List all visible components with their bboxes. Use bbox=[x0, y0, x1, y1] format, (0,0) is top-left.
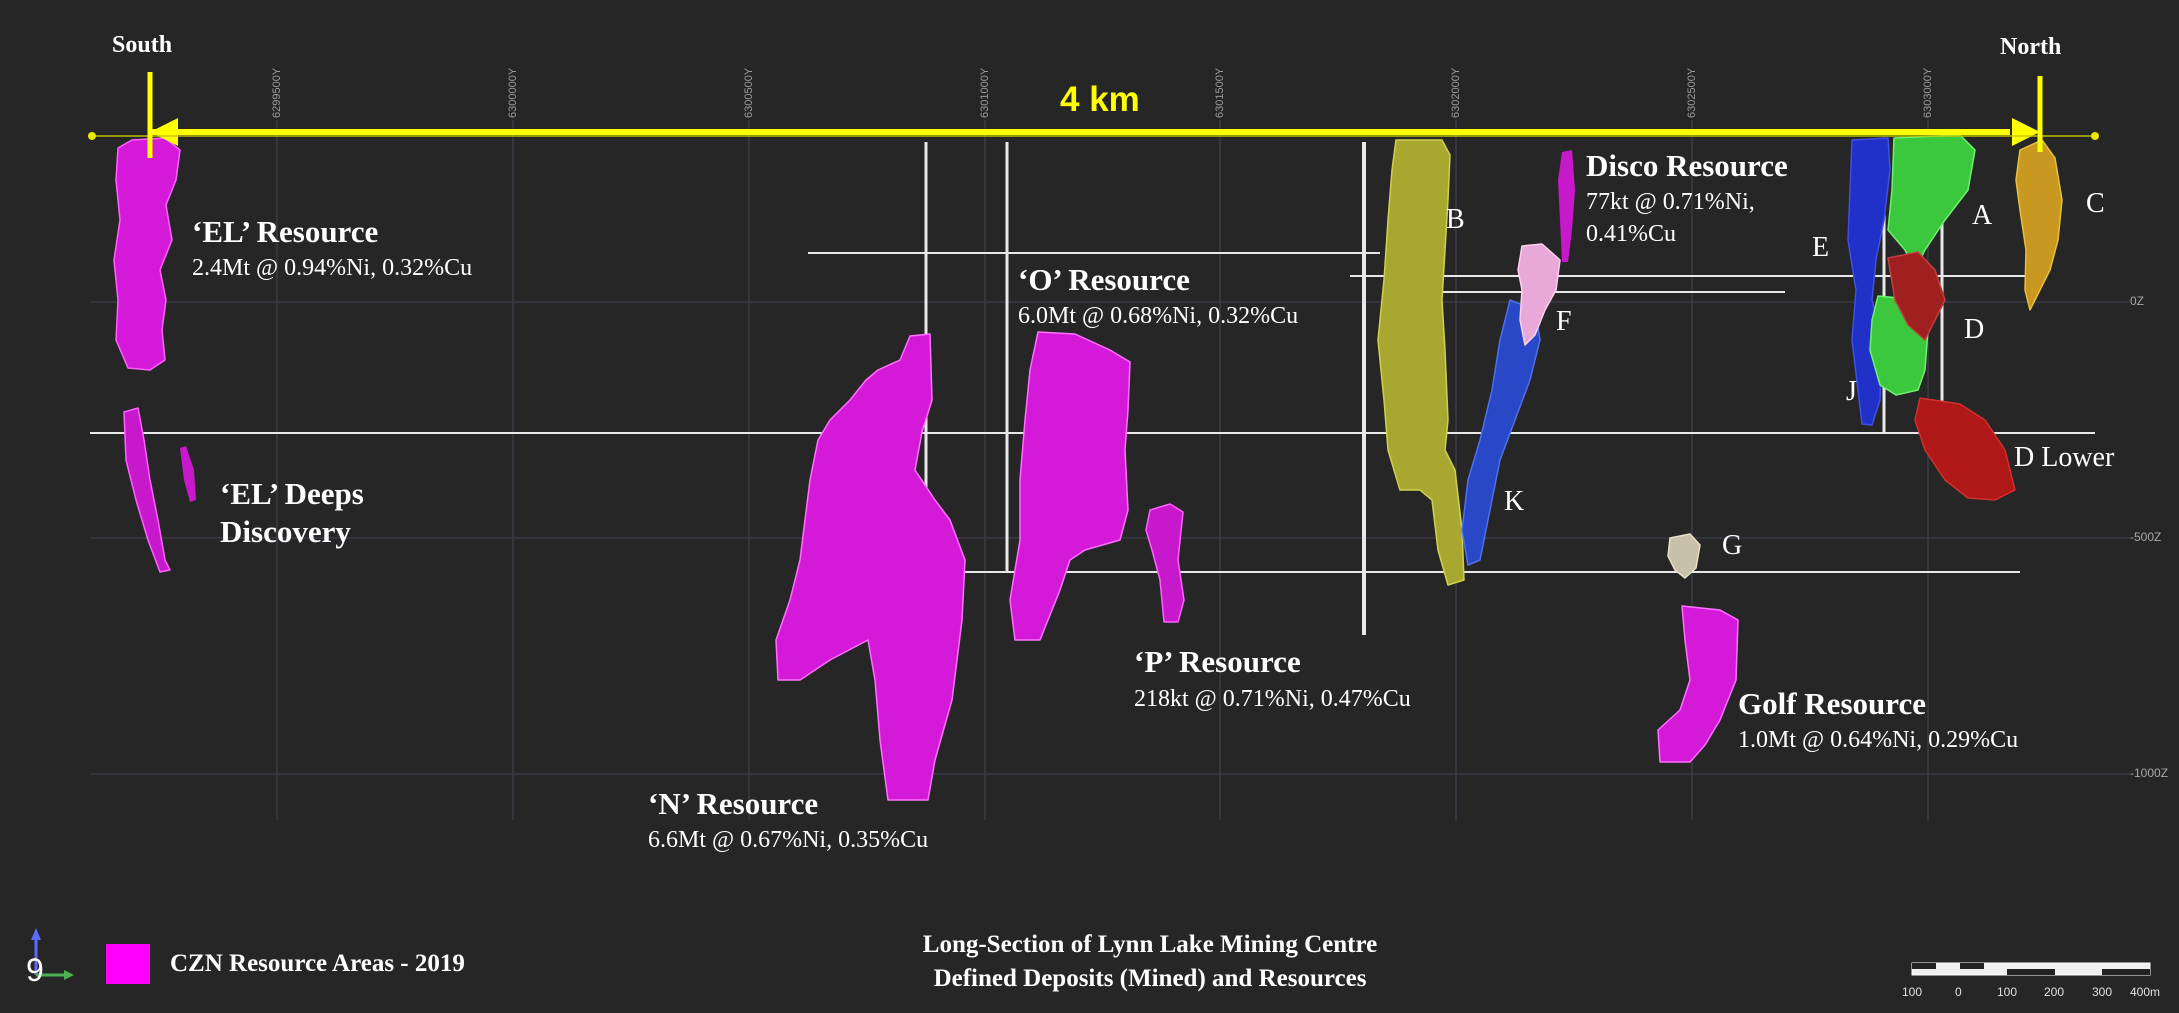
deposit-label-a: A bbox=[1972, 200, 1993, 231]
deposit-label-j: J bbox=[1846, 376, 1857, 407]
northing-tick: 6303000Y bbox=[1922, 67, 1934, 118]
scale-tick: 300 bbox=[2092, 985, 2113, 999]
o-resource-body bbox=[1009, 331, 1131, 641]
d-lower-deposit-body bbox=[1914, 397, 2016, 501]
figure-title: Long-Section of Lynn Lake Mining Centre … bbox=[850, 928, 1450, 996]
scale-tick: 200 bbox=[2044, 985, 2065, 999]
northing-tick: 6299500Y bbox=[271, 67, 283, 118]
deposit-label-d-lower: D Lower bbox=[2014, 442, 2115, 473]
n-resource-title: ‘N’ Resource bbox=[648, 786, 819, 821]
el-resource-body bbox=[113, 137, 181, 371]
disco-resource-grade-1: 77kt @ 0.71%Ni, bbox=[1586, 189, 1755, 215]
el-deeps-body bbox=[123, 407, 171, 573]
distance-arrow bbox=[88, 72, 2099, 158]
f-deposit-body bbox=[1517, 243, 1561, 346]
b-deposit-body bbox=[1377, 139, 1465, 586]
golf-resource-title: Golf Resource bbox=[1738, 686, 1926, 721]
legend-swatch bbox=[106, 944, 150, 984]
o-resource-grade: 6.0Mt @ 0.68%Ni, 0.32%Cu bbox=[1018, 303, 1299, 329]
deposit-label-f: F bbox=[1556, 306, 1572, 337]
d-deposit-body bbox=[1887, 251, 1946, 341]
el-resource-title: ‘EL’ Resource bbox=[192, 214, 379, 249]
p-resource-grade: 218kt @ 0.71%Ni, 0.47%Cu bbox=[1134, 686, 1411, 712]
northing-tick: 6301500Y bbox=[1214, 67, 1226, 118]
axis-orientation-icon bbox=[31, 928, 74, 980]
k-deposit-body bbox=[1461, 299, 1541, 566]
deposit-label-e: E bbox=[1812, 232, 1830, 263]
south-label: South bbox=[112, 32, 173, 58]
el-deeps-body-small bbox=[180, 446, 196, 502]
elevation-tick: -500Z bbox=[2130, 530, 2162, 544]
el-deeps-title-1: ‘EL’ Deeps bbox=[220, 476, 364, 511]
deposit-label-c: C bbox=[2086, 188, 2105, 219]
deposit-label-b: B bbox=[1446, 204, 1465, 235]
northing-tick: 6300000Y bbox=[507, 67, 519, 118]
g-deposit-body bbox=[1667, 533, 1701, 579]
northing-tick: 6302000Y bbox=[1450, 67, 1462, 118]
figure-title-line-1: Long-Section of Lynn Lake Mining Centre bbox=[922, 931, 1378, 958]
n-resource-body bbox=[775, 333, 966, 801]
scale-tick: 100 bbox=[1902, 985, 1923, 999]
northing-tick: 6301000Y bbox=[979, 67, 991, 118]
deposit-label-k: K bbox=[1504, 486, 1525, 517]
legend-label: CZN Resource Areas - 2019 bbox=[170, 950, 465, 977]
c-deposit-body bbox=[2015, 139, 2063, 311]
disco-resource-title: Disco Resource bbox=[1586, 148, 1788, 183]
deposit-label-d: D bbox=[1964, 314, 1985, 345]
figure-title-line-2: Defined Deposits (Mined) and Resources bbox=[933, 965, 1367, 992]
golf-resource-body bbox=[1657, 605, 1739, 763]
el-deeps-title-2: Discovery bbox=[220, 514, 351, 549]
o-resource-title: ‘O’ Resource bbox=[1018, 262, 1190, 297]
axis-icon-label: 9 bbox=[26, 952, 44, 988]
scale-bar bbox=[1911, 962, 2151, 976]
northing-tick: 6300500Y bbox=[743, 67, 755, 118]
golf-resource-grade: 1.0Mt @ 0.64%Ni, 0.29%Cu bbox=[1738, 727, 2019, 753]
ore-bodies bbox=[113, 134, 2063, 801]
scale-tick: 400m bbox=[2130, 985, 2161, 999]
scale-tick: 100 bbox=[1997, 985, 2018, 999]
a-deposit-body bbox=[1887, 134, 1976, 271]
deposit-label-g: G bbox=[1722, 530, 1743, 561]
northing-tick: 6302500Y bbox=[1686, 67, 1698, 118]
elevation-tick: 0Z bbox=[2130, 294, 2145, 308]
p-resource-body bbox=[1145, 503, 1185, 623]
elevation-tick: -1000Z bbox=[2130, 766, 2169, 780]
north-label: North bbox=[2000, 34, 2062, 60]
distance-label: 4 km bbox=[1060, 80, 1140, 119]
grid-lines bbox=[90, 120, 2130, 820]
n-resource-grade: 6.6Mt @ 0.67%Ni, 0.35%Cu bbox=[648, 827, 929, 853]
el-resource-grade: 2.4Mt @ 0.94%Ni, 0.32%Cu bbox=[192, 255, 473, 281]
disco-resource-grade-2: 0.41%Cu bbox=[1586, 221, 1676, 247]
scale-tick: 0 bbox=[1955, 985, 1962, 999]
disco-resource-body bbox=[1558, 150, 1575, 262]
p-resource-title: ‘P’ Resource bbox=[1134, 644, 1301, 679]
